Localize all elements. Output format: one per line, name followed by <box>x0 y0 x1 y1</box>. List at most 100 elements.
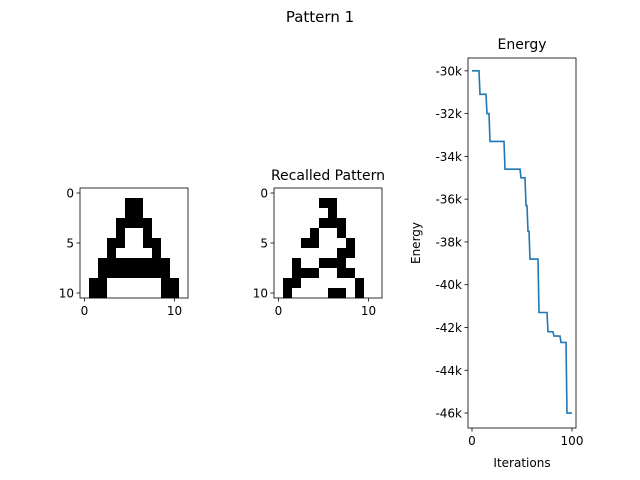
cell-on <box>283 288 293 299</box>
y-tick-label: -42k <box>435 321 462 335</box>
cell-on <box>152 258 162 269</box>
cell-off <box>283 238 293 249</box>
cell-off <box>373 198 383 209</box>
cell-off <box>337 208 347 219</box>
cell-off <box>355 238 365 249</box>
cell-off <box>161 228 171 239</box>
cell-off <box>319 188 329 199</box>
cell-off <box>179 278 189 289</box>
cell-off <box>319 208 329 219</box>
cell-on <box>125 268 135 279</box>
cell-on <box>116 218 126 229</box>
cell-on <box>328 218 338 229</box>
cell-off <box>89 258 99 269</box>
cell-off <box>80 198 90 209</box>
y-tick-label: -40k <box>435 278 462 292</box>
cell-off <box>125 278 135 289</box>
cell-off <box>364 288 374 299</box>
cell-off <box>319 228 329 239</box>
x-tick-label: 0 <box>275 304 283 318</box>
cell-on <box>107 238 117 249</box>
cell-off <box>134 238 144 249</box>
cell-on <box>310 238 320 249</box>
y-tick-label: -38k <box>435 235 462 249</box>
cell-off <box>89 248 99 259</box>
cell-off <box>319 288 329 299</box>
cell-on <box>125 218 135 229</box>
cell-off <box>179 218 189 229</box>
cell-on <box>319 218 329 229</box>
recalled-pattern-title: Recalled Pattern <box>271 168 385 184</box>
cell-off <box>301 258 311 269</box>
cell-off <box>152 198 162 209</box>
cell-off <box>274 188 284 199</box>
cell-on <box>143 238 153 249</box>
cell-off <box>170 228 180 239</box>
cell-off <box>328 228 338 239</box>
x-tick-label: 0 <box>81 304 89 318</box>
cell-off <box>373 258 383 269</box>
cell-on <box>107 258 117 269</box>
cell-off <box>134 228 144 239</box>
cell-off <box>179 188 189 199</box>
cell-off <box>373 238 383 249</box>
y-tick-label: -30k <box>435 64 462 78</box>
y-tick-label: -32k <box>435 107 462 121</box>
y-tick-label: 0 <box>260 187 268 201</box>
cell-off <box>301 228 311 239</box>
cell-on <box>292 258 302 269</box>
cell-off <box>98 238 108 249</box>
cell-off <box>179 268 189 279</box>
cell-on <box>355 288 365 299</box>
cell-on <box>161 288 171 299</box>
cell-off <box>292 238 302 249</box>
cell-off <box>98 218 108 229</box>
cell-off <box>107 188 117 199</box>
cell-on <box>89 288 99 299</box>
cell-off <box>355 188 365 199</box>
cell-on <box>134 218 144 229</box>
cell-off <box>107 198 117 209</box>
cell-off <box>143 208 153 219</box>
cell-off <box>301 248 311 259</box>
cell-off <box>373 278 383 289</box>
cell-on <box>337 258 347 269</box>
cell-off <box>292 288 302 299</box>
cell-off <box>310 198 320 209</box>
cell-off <box>301 218 311 229</box>
cell-on <box>328 288 338 299</box>
cell-off <box>274 258 284 269</box>
cell-off <box>274 238 284 249</box>
cell-off <box>310 258 320 269</box>
cell-off <box>364 268 374 279</box>
cell-off <box>364 198 374 209</box>
cell-on <box>337 218 347 229</box>
cell-off <box>274 198 284 209</box>
cell-off <box>364 218 374 229</box>
cell-off <box>98 198 108 209</box>
cell-off <box>170 238 180 249</box>
cell-off <box>80 228 90 239</box>
cell-on <box>346 238 356 249</box>
cell-on <box>143 268 153 279</box>
energy-series-line <box>472 70 572 414</box>
cell-on <box>319 258 329 269</box>
y-tick-label: 5 <box>260 237 268 251</box>
cell-on <box>283 278 293 289</box>
cell-on <box>301 268 311 279</box>
cell-off <box>301 288 311 299</box>
cell-on <box>170 278 180 289</box>
cell-off <box>179 258 189 269</box>
y-tick-label: 0 <box>66 187 74 201</box>
cell-off <box>89 238 99 249</box>
cell-off <box>283 268 293 279</box>
cell-off <box>292 218 302 229</box>
cell-off <box>310 288 320 299</box>
cell-off <box>152 218 162 229</box>
cell-off <box>134 248 144 259</box>
cell-on <box>125 258 135 269</box>
cell-on <box>98 258 108 269</box>
cell-off <box>283 248 293 259</box>
y-tick-label: 5 <box>66 237 74 251</box>
cell-on <box>328 198 338 209</box>
